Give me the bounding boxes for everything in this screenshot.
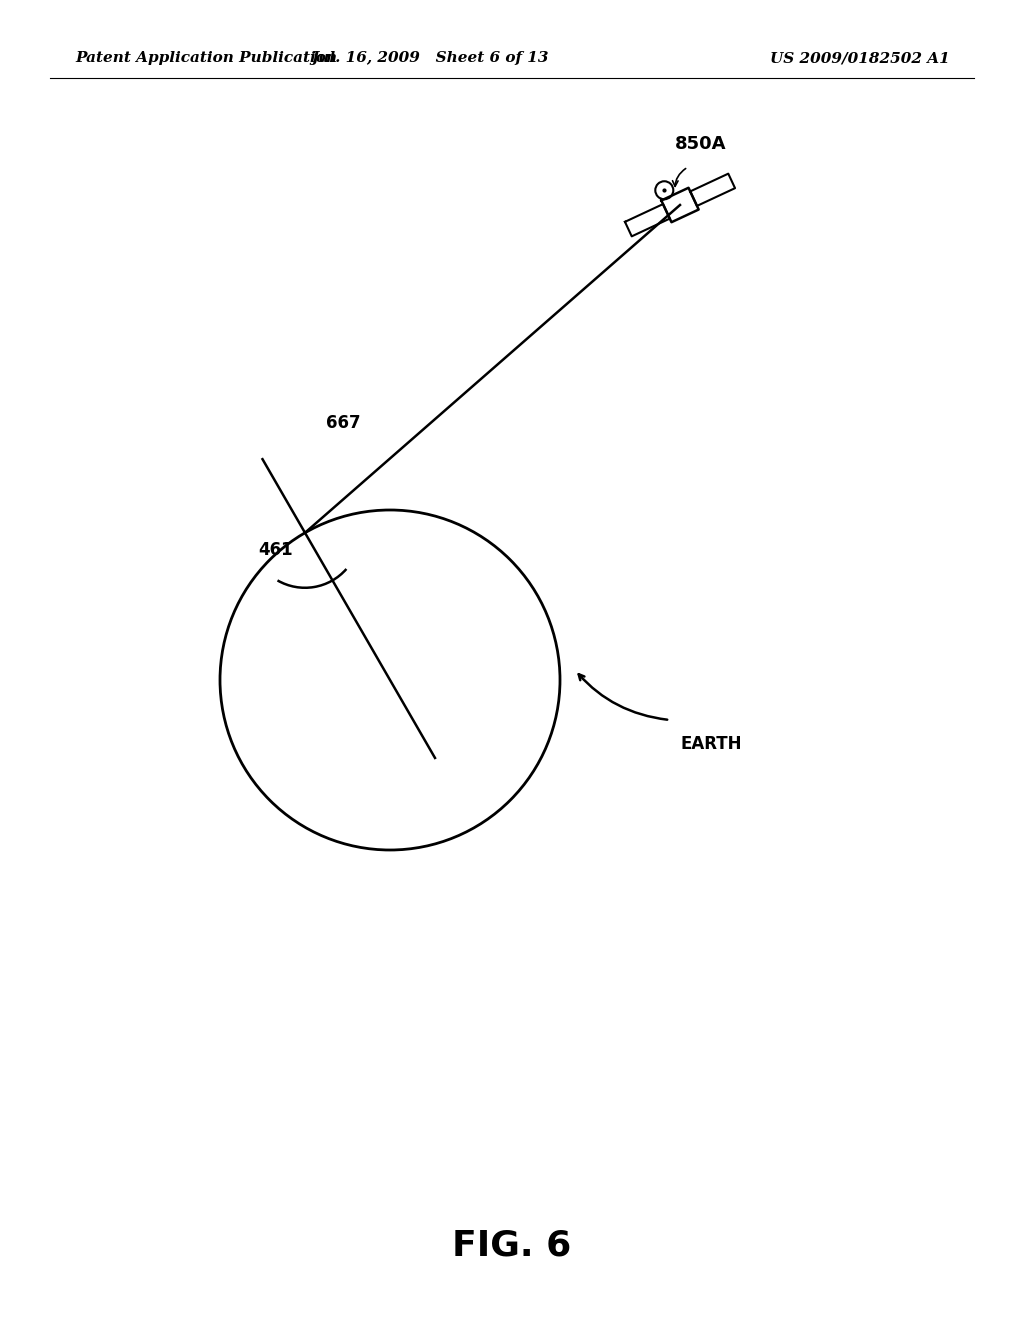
Text: 850A: 850A: [675, 135, 726, 153]
Text: US 2009/0182502 A1: US 2009/0182502 A1: [770, 51, 950, 65]
Text: 461: 461: [258, 541, 293, 558]
Text: Jul. 16, 2009   Sheet 6 of 13: Jul. 16, 2009 Sheet 6 of 13: [311, 51, 549, 65]
Text: EARTH: EARTH: [680, 735, 741, 752]
Text: FIG. 6: FIG. 6: [453, 1228, 571, 1262]
Text: Patent Application Publication: Patent Application Publication: [75, 51, 337, 65]
Text: 667: 667: [326, 414, 360, 432]
